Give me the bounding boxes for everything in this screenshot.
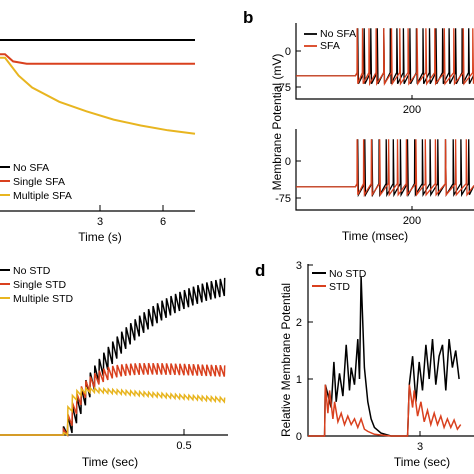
panel-b-y-label: Membrane Potential (mV) xyxy=(270,54,284,191)
panel-a-x-tick-label-3: 3 xyxy=(97,216,103,228)
panel-d-x-tick-label-3: 3 xyxy=(417,441,423,453)
panel-d-series-no-std xyxy=(308,276,460,437)
panel-d-y-tick-label-2: 2 xyxy=(296,317,302,329)
legend-label-no-std-c: No STD xyxy=(13,265,51,277)
panel-d-y-label: Relative Membrane Potential xyxy=(279,283,293,437)
panel-b-bottom-axes xyxy=(295,129,474,211)
panel-a-x-label: Time (s) xyxy=(78,230,122,244)
panel-b-top-series-sfa xyxy=(296,28,474,87)
panel-a-series-single-sfa xyxy=(0,53,195,65)
panel-b-top-axes xyxy=(295,23,474,100)
legend-label-multiple-std-c: Multiple STD xyxy=(13,293,74,305)
legend-label-no-std-d: No STD xyxy=(329,268,367,280)
panel-b-top-series-no-sfa xyxy=(296,28,474,85)
legend-label-single-sfa: Single SFA xyxy=(13,176,65,188)
legend-label-no-sfa: No SFA xyxy=(13,162,49,174)
panel-c-legend: No STD Single STD Multiple STD xyxy=(0,265,74,305)
panel-d-series-std xyxy=(308,384,462,437)
legend-label-no-sfa-b: No SFA xyxy=(320,28,356,40)
panel-c-series-single-std xyxy=(0,362,226,438)
panel-b-chart: b Membrane Potential (mV) 0 -75 200 No S… xyxy=(243,8,474,243)
panel-c-chart: 0.5 Time (sec) No STD Single STD Multipl… xyxy=(0,265,228,469)
panel-a-x-tick-label-6: 6 xyxy=(160,216,166,228)
legend-label-multiple-sfa: Multiple SFA xyxy=(13,190,72,202)
panel-b-bottom-x-tick-label-200: 200 xyxy=(403,215,421,227)
panel-d-x-label: Time (sec) xyxy=(394,455,450,469)
panel-d-y-tick-label-1: 1 xyxy=(296,374,302,386)
panel-d-label: d xyxy=(255,261,265,280)
panel-b-bottom-y-tick-label-0: 0 xyxy=(285,156,291,168)
panel-b-bottom-series-sfa xyxy=(296,139,474,198)
panel-d-chart: d Relative Membrane Potential 0 1 2 3 3 … xyxy=(255,260,474,469)
panel-d-legend: No STD STD xyxy=(312,268,367,293)
panel-b-top-x-tick-label-200: 200 xyxy=(403,104,421,116)
panel-b-top-y-tick-label-75: -75 xyxy=(275,82,291,94)
panel-b-x-label: Time (msec) xyxy=(342,229,408,243)
panel-c-x-label: Time (sec) xyxy=(82,455,138,469)
panel-c-x-tick-label-0.5: 0.5 xyxy=(176,440,191,452)
panel-a-chart: 3 6 Time (s) No SFA Single SFA Multiple … xyxy=(0,39,196,244)
panel-a-legend: No SFA Single SFA Multiple SFA xyxy=(0,162,72,202)
panel-a-series-multiple-sfa xyxy=(0,56,196,135)
panel-b-top-y-tick-label-0: 0 xyxy=(285,46,291,58)
panel-b-legend: No SFA SFA xyxy=(304,28,356,52)
panel-c-series-multiple-std xyxy=(0,386,226,437)
legend-label-std-d: STD xyxy=(329,281,350,293)
panel-b-label: b xyxy=(243,8,253,27)
panel-d-y-tick-label-0: 0 xyxy=(296,431,302,443)
panel-d-y-tick-label-3: 3 xyxy=(296,260,302,272)
legend-label-single-std-c: Single STD xyxy=(13,279,67,291)
panel-b-bottom-y-tick-label-75: -75 xyxy=(275,193,291,205)
legend-label-sfa-b: SFA xyxy=(320,40,340,52)
